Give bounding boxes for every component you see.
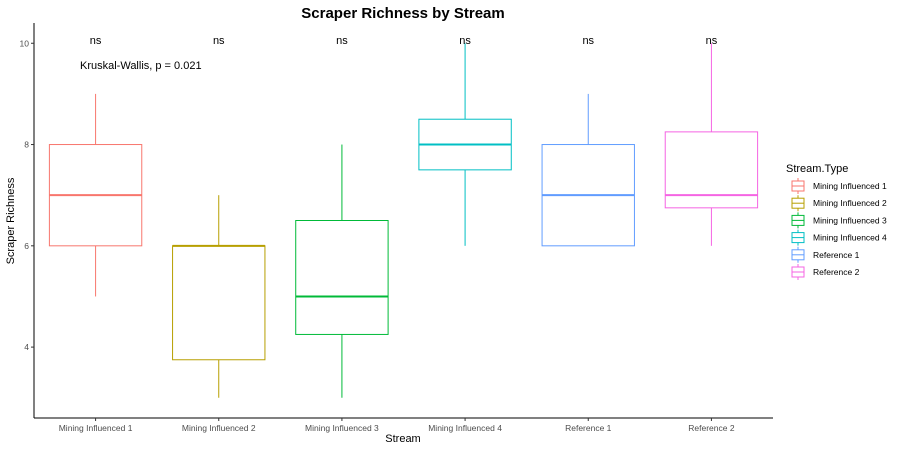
y-tick-label: 6 [24,241,29,251]
x-tick-label: Mining Influenced 1 [59,423,133,433]
x-axis-ticks: Mining Influenced 1 Mining Influenced 2 Mi… [59,418,735,433]
x-tick-label: Mining Influenced 2 [182,423,256,433]
box-4: ns [418,35,512,246]
plot-area: ns ns ns ns ns ns [48,35,759,398]
x-tick-label: Mining Influenced 3 [305,423,379,433]
significance-label: ns [213,35,225,47]
chart-title: Scraper Richness by Stream [301,5,504,22]
significance-label: ns [582,35,594,47]
box-body [664,131,759,209]
y-axis-title: Scraper Richness [5,177,17,264]
y-tick-label: 8 [24,140,29,150]
legend-item: Reference 2 [791,264,860,280]
x-tick-label: Reference 1 [565,423,612,433]
kruskal-wallis-annotation: Kruskal-Wallis, p = 0.021 [80,60,202,72]
legend-label: Mining Influenced 1 [813,181,887,191]
legend-item: Reference 1 [791,246,860,263]
significance-label: ns [336,35,348,47]
legend-item: Mining Influenced 1 [791,178,887,194]
legend-label: Reference 1 [813,250,860,260]
legend-label: Mining Influenced 4 [813,233,887,243]
legend-label: Mining Influenced 2 [813,198,887,208]
legend-label: Mining Influenced 3 [813,215,887,225]
legend-title: Stream.Type [786,163,848,175]
y-tick-label: 10 [20,38,30,48]
box-body [295,220,389,335]
box-body [172,245,266,361]
y-axis-ticks: 4 6 8 10 [20,38,34,352]
y-tick-label: 4 [24,342,29,352]
box-6: ns [664,35,759,246]
legend-items: Mining Influenced 1 Mining Influenced 2 Mi… [791,178,887,280]
legend-item: Mining Influenced 3 [791,212,887,229]
box-1: ns [48,35,143,297]
box-3: ns [295,35,389,398]
x-axis-title: Stream [385,433,420,445]
x-tick-label: Mining Influenced 4 [428,423,502,433]
box-5: ns [541,35,635,247]
legend-item: Mining Influenced 2 [791,195,887,212]
legend-label: Reference 2 [813,267,860,277]
x-tick-label: Reference 2 [688,423,735,433]
significance-label: ns [90,35,102,47]
significance-label: ns [459,35,471,47]
legend-item: Mining Influenced 4 [791,229,887,246]
box-2: ns [172,35,266,398]
significance-label: ns [706,35,718,47]
